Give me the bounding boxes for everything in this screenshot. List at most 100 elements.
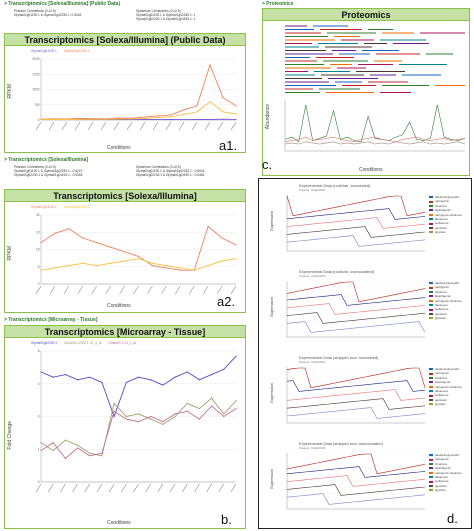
- legend-label: flavanone: [435, 217, 449, 222]
- legend-entry[interactable]: chalcone: [429, 204, 462, 208]
- legend-swatch: [429, 213, 433, 216]
- corr-line: Spearman Correlations (0 ≥0.5): [136, 165, 181, 169]
- data-point: [52, 449, 54, 452]
- x-axis-label: Conditions: [107, 520, 131, 526]
- legend-entry[interactable]: naringenin: [429, 371, 462, 375]
- legend-entry[interactable]: flavanone: [429, 475, 462, 479]
- data-point: [113, 402, 115, 404]
- legend-entry[interactable]: naringenin: [429, 285, 462, 289]
- section-header-b[interactable]: > Transcriptomics [Microarray - Tissue]: [4, 317, 98, 323]
- y-tick-label: 0: [38, 118, 40, 122]
- legend-entry[interactable]: flavanone: [429, 217, 462, 221]
- legend-label: daidzein/glyceollin: [435, 195, 460, 199]
- x-tick-label: [191, 121, 198, 131]
- legend-entry[interactable]: Glyma01g02230.1: [63, 205, 90, 209]
- chart-c: [284, 99, 466, 152]
- data-point: [170, 116, 172, 118]
- data-point: [40, 442, 42, 444]
- section-header-c[interactable]: > Proteomics: [262, 1, 294, 7]
- pearson-correlations-a1: Pearson Correlations (0 ≥0.5) Glyma01g01…: [14, 9, 81, 17]
- data-point: [118, 118, 120, 120]
- legend-entry[interactable]: daidzein/glyceollin: [429, 453, 462, 457]
- legend-entry[interactable]: genistein: [429, 484, 462, 488]
- legend-swatch: [429, 196, 433, 199]
- legend-swatch: [429, 454, 433, 457]
- subchart-container: Experimental Data (rootHair: inoculated)…: [259, 179, 470, 527]
- series-line: [286, 217, 426, 229]
- series-line: [286, 312, 426, 324]
- legend-entry[interactable]: chalcone: [429, 290, 462, 294]
- data-point: [209, 118, 211, 121]
- data-point: [186, 410, 188, 412]
- x-tick-label: [204, 121, 211, 131]
- legend-entry[interactable]: Glyma01g02230.1: [63, 49, 90, 53]
- data-point: [186, 371, 188, 373]
- x-tick-label: [74, 121, 81, 131]
- data-point: [221, 260, 223, 262]
- legend-entry[interactable]: liquiritigenin: [429, 294, 462, 298]
- legend-entry[interactable]: naringenin-chalcone: [429, 213, 462, 217]
- legend-entry[interactable]: isoflavone: [429, 479, 462, 483]
- y-tick-label: 30: [36, 213, 40, 217]
- data-point: [183, 118, 185, 121]
- legend-entry[interactable]: glycitein: [429, 402, 462, 406]
- legend-entry[interactable]: daidzein/glyceollin: [429, 281, 462, 285]
- legend-entry[interactable]: daidzein/glyceollin: [429, 195, 462, 199]
- data-point: [89, 376, 91, 378]
- legend-entry[interactable]: naringenin: [429, 457, 462, 461]
- legend-entry[interactable]: genistein: [429, 398, 462, 402]
- legend-entry[interactable]: genistein: [429, 226, 462, 230]
- series-line: [40, 101, 237, 121]
- legend-entry[interactable]: Glyma01g01190.1: [31, 205, 57, 209]
- legend-label: chalcone: [435, 375, 448, 380]
- legend-entry[interactable]: naringenin-chalcone: [429, 385, 462, 389]
- legend-entry[interactable]: flavanone: [429, 303, 462, 307]
- legend-entry[interactable]: Glyma01g01190.1: [31, 49, 57, 53]
- panel-title: Proteomics: [263, 9, 469, 21]
- x-axis-label: Conditions: [107, 145, 131, 151]
- legend-entry[interactable]: Glyma01g02230.1: [31, 341, 58, 345]
- legend-entry[interactable]: chalcone: [429, 462, 462, 466]
- legend-entry[interactable]: naringenin: [429, 199, 462, 203]
- section-header-a1[interactable]: > Transcriptomics [Solexa/Illumina] (Pub…: [4, 1, 121, 7]
- legend-entry[interactable]: liquiritigenin: [429, 466, 462, 470]
- legend-label: naringenin-chalcone: [435, 470, 463, 475]
- legend-entry[interactable]: glycitein: [429, 488, 462, 492]
- series-line: [286, 195, 426, 217]
- subchart-plot: [286, 195, 426, 252]
- data-point: [101, 452, 103, 454]
- legend-entry[interactable]: genistein: [429, 312, 462, 316]
- legend-label: isoflavone: [435, 393, 449, 398]
- data-point: [211, 405, 213, 407]
- x-tick-label: [60, 483, 66, 493]
- legend-entry[interactable]: chalcone: [429, 376, 462, 380]
- y-axis-label: Fold Change: [7, 421, 13, 450]
- x-tick-label: [145, 483, 151, 493]
- legend-entry[interactable]: flavanone: [429, 389, 462, 393]
- legend-entry[interactable]: isoflavone: [429, 393, 462, 397]
- legend-entry[interactable]: GmaAffx.1.S1_x_at: [108, 341, 136, 345]
- legend-entry[interactable]: GmaAffx.22006.1.S1_a_at: [63, 341, 102, 345]
- data-point: [131, 118, 133, 120]
- legend-entry[interactable]: isoflavone: [429, 307, 462, 311]
- legend-entry[interactable]: liquiritigenin: [429, 208, 462, 212]
- data-point: [170, 114, 172, 116]
- panel-a2: Transcriptomics [Solexa/Illumina] Glyma0…: [4, 189, 246, 313]
- data-point: [162, 423, 164, 425]
- legend-entry[interactable]: isoflavone: [429, 221, 462, 225]
- legend-entry[interactable]: glycitein: [429, 316, 462, 320]
- corr-line: Pearson Correlations (0 ≥0.5): [14, 9, 56, 13]
- data-point: [196, 111, 198, 113]
- subchart-legend: daidzein/glyceollin naringenin chalcone liq…: [429, 367, 462, 407]
- section-header-a2[interactable]: > Transcriptomics [Solexa/Illumina]: [4, 157, 89, 163]
- series-line: [286, 226, 426, 238]
- legend-swatch: [429, 299, 433, 302]
- legend-entry[interactable]: naringenin-chalcone: [429, 471, 462, 475]
- legend-entry[interactable]: daidzein/glyceollin: [429, 367, 462, 371]
- legend-entry[interactable]: liquiritigenin: [429, 380, 462, 384]
- legend-entry[interactable]: naringenin-chalcone: [429, 299, 462, 303]
- legend-entry[interactable]: glycitein: [429, 230, 462, 234]
- legend-swatch: [429, 463, 433, 466]
- panel-letter: d.: [447, 511, 458, 526]
- data-point: [150, 418, 152, 420]
